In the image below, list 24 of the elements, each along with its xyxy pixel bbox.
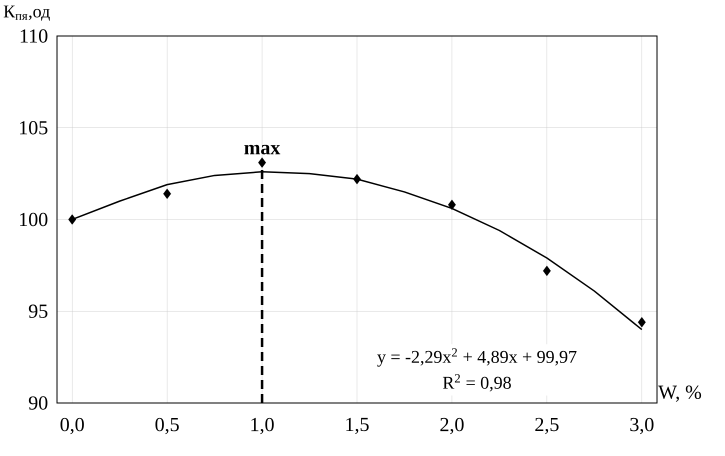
point — [163, 188, 172, 199]
y-tick-label: 100 — [20, 212, 48, 226]
x-tick-label: 2,0 — [440, 418, 464, 434]
x-tick-label: 1,5 — [346, 418, 369, 434]
y-tick-label: 90 — [28, 396, 48, 410]
x-tick-label: 1,0 — [251, 418, 274, 434]
y-tick-label: 95 — [28, 304, 48, 318]
annotation: y = -2,29x$^{2}$ + 4,89x + 99,97 — [377, 348, 576, 367]
ref-line-label: max — [244, 144, 280, 154]
point — [68, 214, 76, 225]
point — [638, 317, 646, 328]
point — [542, 266, 551, 276]
x-axis-title: W, % — [658, 385, 702, 402]
x-tick-label: 3,0 — [630, 418, 654, 434]
x-tick-label: 0,0 — [60, 418, 84, 434]
point — [448, 200, 456, 210]
point — [258, 157, 266, 168]
point — [353, 174, 361, 184]
annotation: R$^{2}$ = 0,98 — [442, 374, 511, 392]
x-tick-label: 2,5 — [535, 418, 559, 434]
y-axis-title: К$_{пя}$,од — [4, 6, 50, 21]
x-tick-label: 0,5 — [155, 418, 179, 434]
y-tick-label: 105 — [20, 121, 48, 134]
y-tick-label: 110 — [20, 29, 48, 43]
